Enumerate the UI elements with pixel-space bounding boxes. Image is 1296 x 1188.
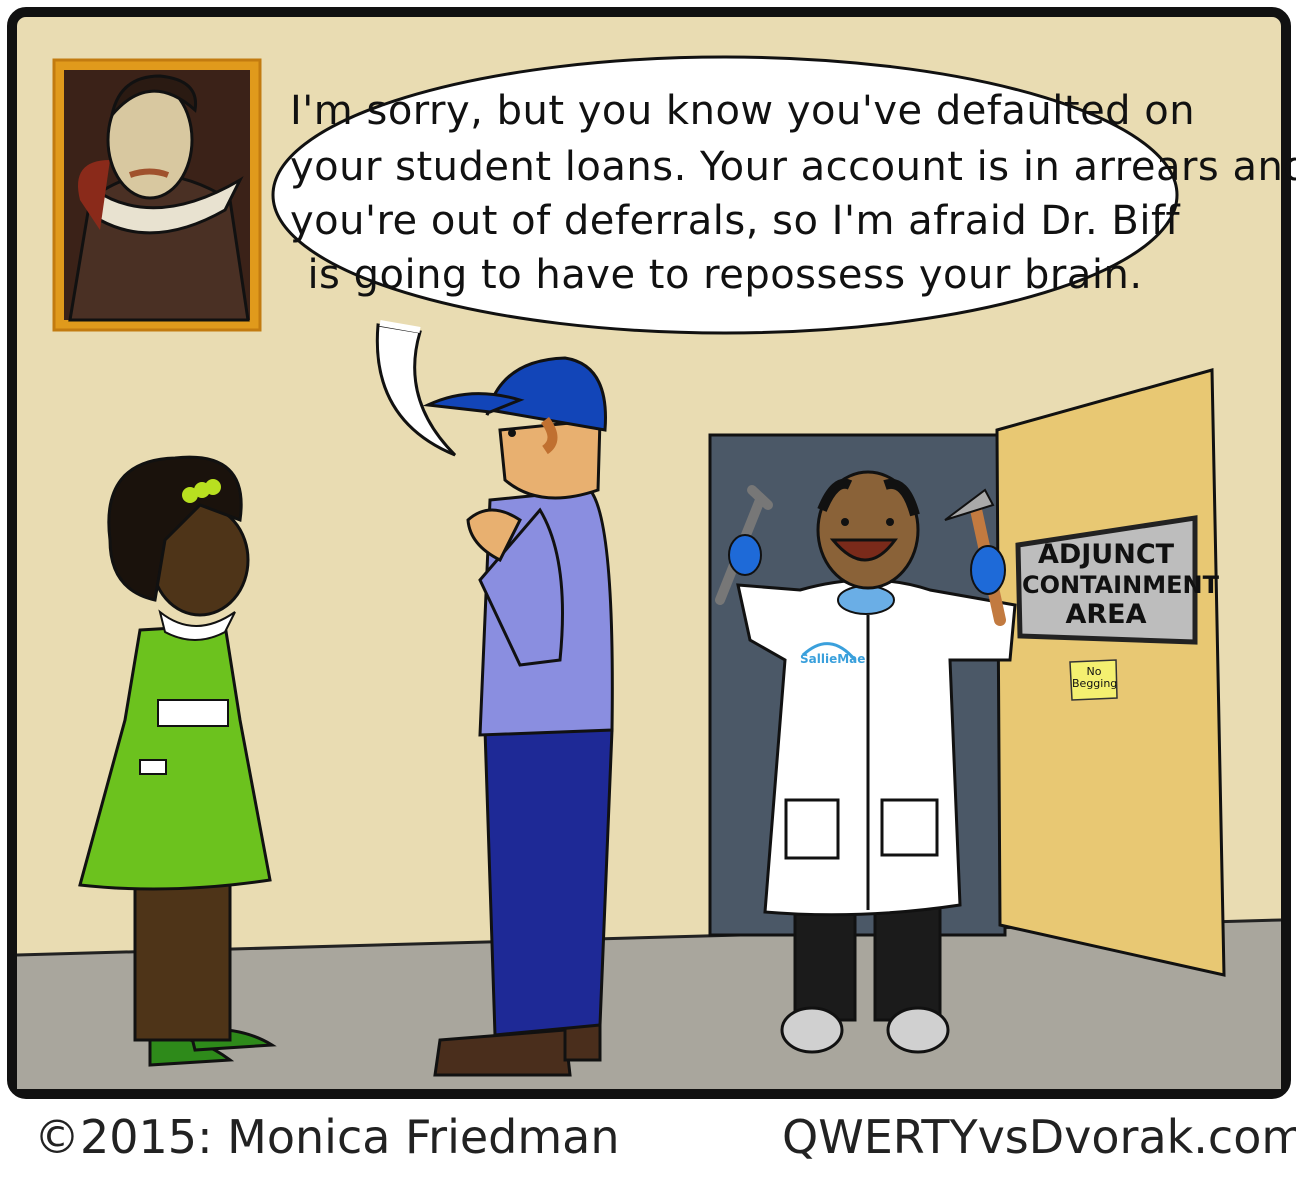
- speech-line-3: you're out of deferrals, so I'm afraid D…: [290, 198, 1181, 244]
- door-sign-line-2: CONTAINMENT: [1022, 571, 1219, 599]
- floor: [17, 920, 1281, 1089]
- portrait-painting: [52, 58, 262, 332]
- door-sign-line-3: AREA: [1065, 599, 1147, 630]
- salliemae-logo: SallieMae: [800, 652, 866, 666]
- sticky-note-line-1: No: [1086, 665, 1102, 678]
- dr-biff-character: [715, 470, 1017, 1054]
- site-link[interactable]: QWERTYvsDvorak.com: [782, 1110, 1296, 1164]
- loan-officer-character: [422, 356, 614, 1077]
- sticky-note-bg: [1069, 659, 1118, 701]
- girl-character: [78, 455, 277, 1067]
- door-sign-board: [1015, 515, 1198, 645]
- speech-bubble: [271, 55, 1179, 457]
- speech-line-2: your student loans. Your account is in a…: [290, 144, 1296, 190]
- speech-line-1: I'm sorry, but you know you've defaulted…: [290, 88, 1196, 134]
- speech-line-4: is going to have to repossess your brain…: [307, 252, 1143, 298]
- copyright-text: ©2015: Monica Friedman: [34, 1110, 620, 1164]
- door-sign-line-1: ADJUNCT: [1037, 539, 1175, 570]
- sticky-note-line-2: Begging: [1072, 677, 1118, 690]
